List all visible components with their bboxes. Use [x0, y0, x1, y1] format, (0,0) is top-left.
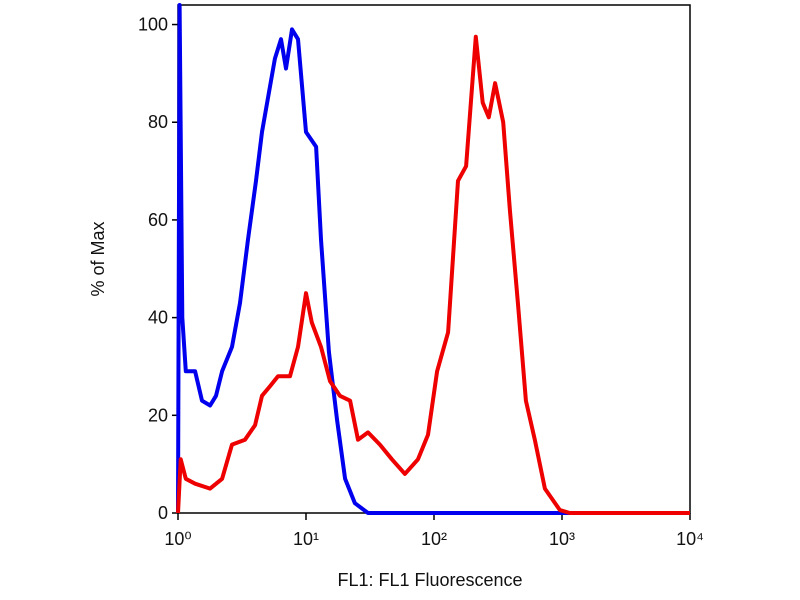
- y-tick-label: 60: [148, 210, 168, 230]
- y-axis-label: % of Max: [88, 221, 108, 296]
- x-tick-label: 10²: [421, 529, 447, 549]
- x-tick-label: 10¹: [293, 529, 319, 549]
- y-tick-label: 40: [148, 308, 168, 328]
- series-line: [176, 34, 690, 515]
- y-tick-label: 0: [158, 503, 168, 523]
- x-axis-label: FL1: FL1 Fluorescence: [337, 570, 522, 590]
- y-tick-label: 80: [148, 112, 168, 132]
- series-line: [176, 3, 690, 515]
- x-tick-label: 10⁰: [164, 529, 191, 549]
- y-tick-label: 20: [148, 405, 168, 425]
- x-tick-label: 10⁴: [676, 529, 704, 549]
- y-tick-label: 100: [138, 15, 168, 35]
- x-tick-label: 10³: [549, 529, 575, 549]
- plot-frame: [177, 4, 691, 514]
